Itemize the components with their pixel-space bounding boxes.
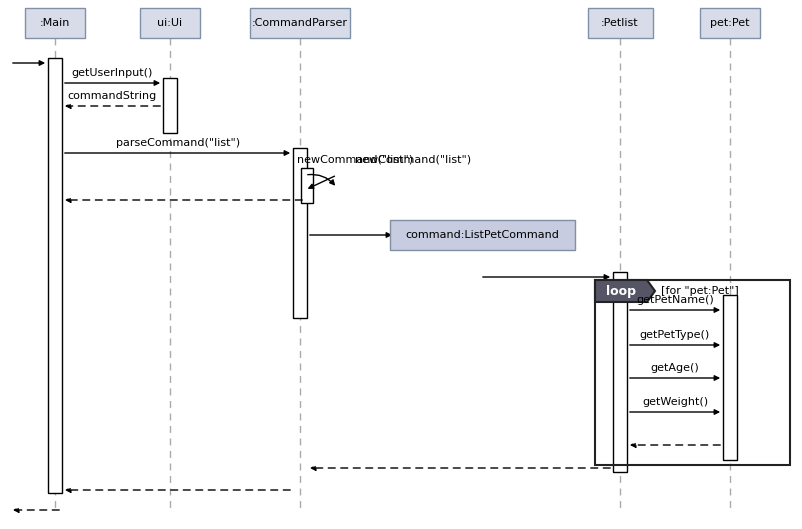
Text: pet:Pet: pet:Pet xyxy=(711,18,750,28)
Text: :CommandParser: :CommandParser xyxy=(252,18,348,28)
Text: ui:Ui: ui:Ui xyxy=(157,18,183,28)
FancyBboxPatch shape xyxy=(390,220,575,250)
Text: getAge(): getAge() xyxy=(650,363,699,373)
Bar xyxy=(140,8,200,38)
Bar xyxy=(48,58,62,493)
Text: commandString: commandString xyxy=(67,91,156,101)
Text: [for "pet:Pet"]: [for "pet:Pet"] xyxy=(661,286,739,296)
Bar xyxy=(595,280,790,465)
Text: :Main: :Main xyxy=(40,18,71,28)
Bar xyxy=(700,8,760,38)
Bar xyxy=(250,8,350,38)
Text: command:ListPetCommand: command:ListPetCommand xyxy=(406,230,560,240)
Bar xyxy=(588,8,653,38)
Bar xyxy=(301,168,313,203)
Text: getPetName(): getPetName() xyxy=(636,295,714,305)
Text: getWeight(): getWeight() xyxy=(642,397,708,407)
Text: getPetType(): getPetType() xyxy=(640,330,710,340)
Bar xyxy=(613,272,627,472)
Text: getUserInput(): getUserInput() xyxy=(71,68,152,78)
Text: loop: loop xyxy=(606,285,636,297)
Text: parseCommand("list"): parseCommand("list") xyxy=(116,138,240,148)
Text: newCommand("list"): newCommand("list") xyxy=(297,155,413,165)
Text: :Petlist: :Petlist xyxy=(602,18,639,28)
Polygon shape xyxy=(595,280,655,302)
Bar xyxy=(293,148,307,318)
Text: newCommand("list"): newCommand("list") xyxy=(355,155,471,165)
Bar xyxy=(163,78,177,133)
Bar xyxy=(723,295,737,460)
Bar xyxy=(25,8,85,38)
